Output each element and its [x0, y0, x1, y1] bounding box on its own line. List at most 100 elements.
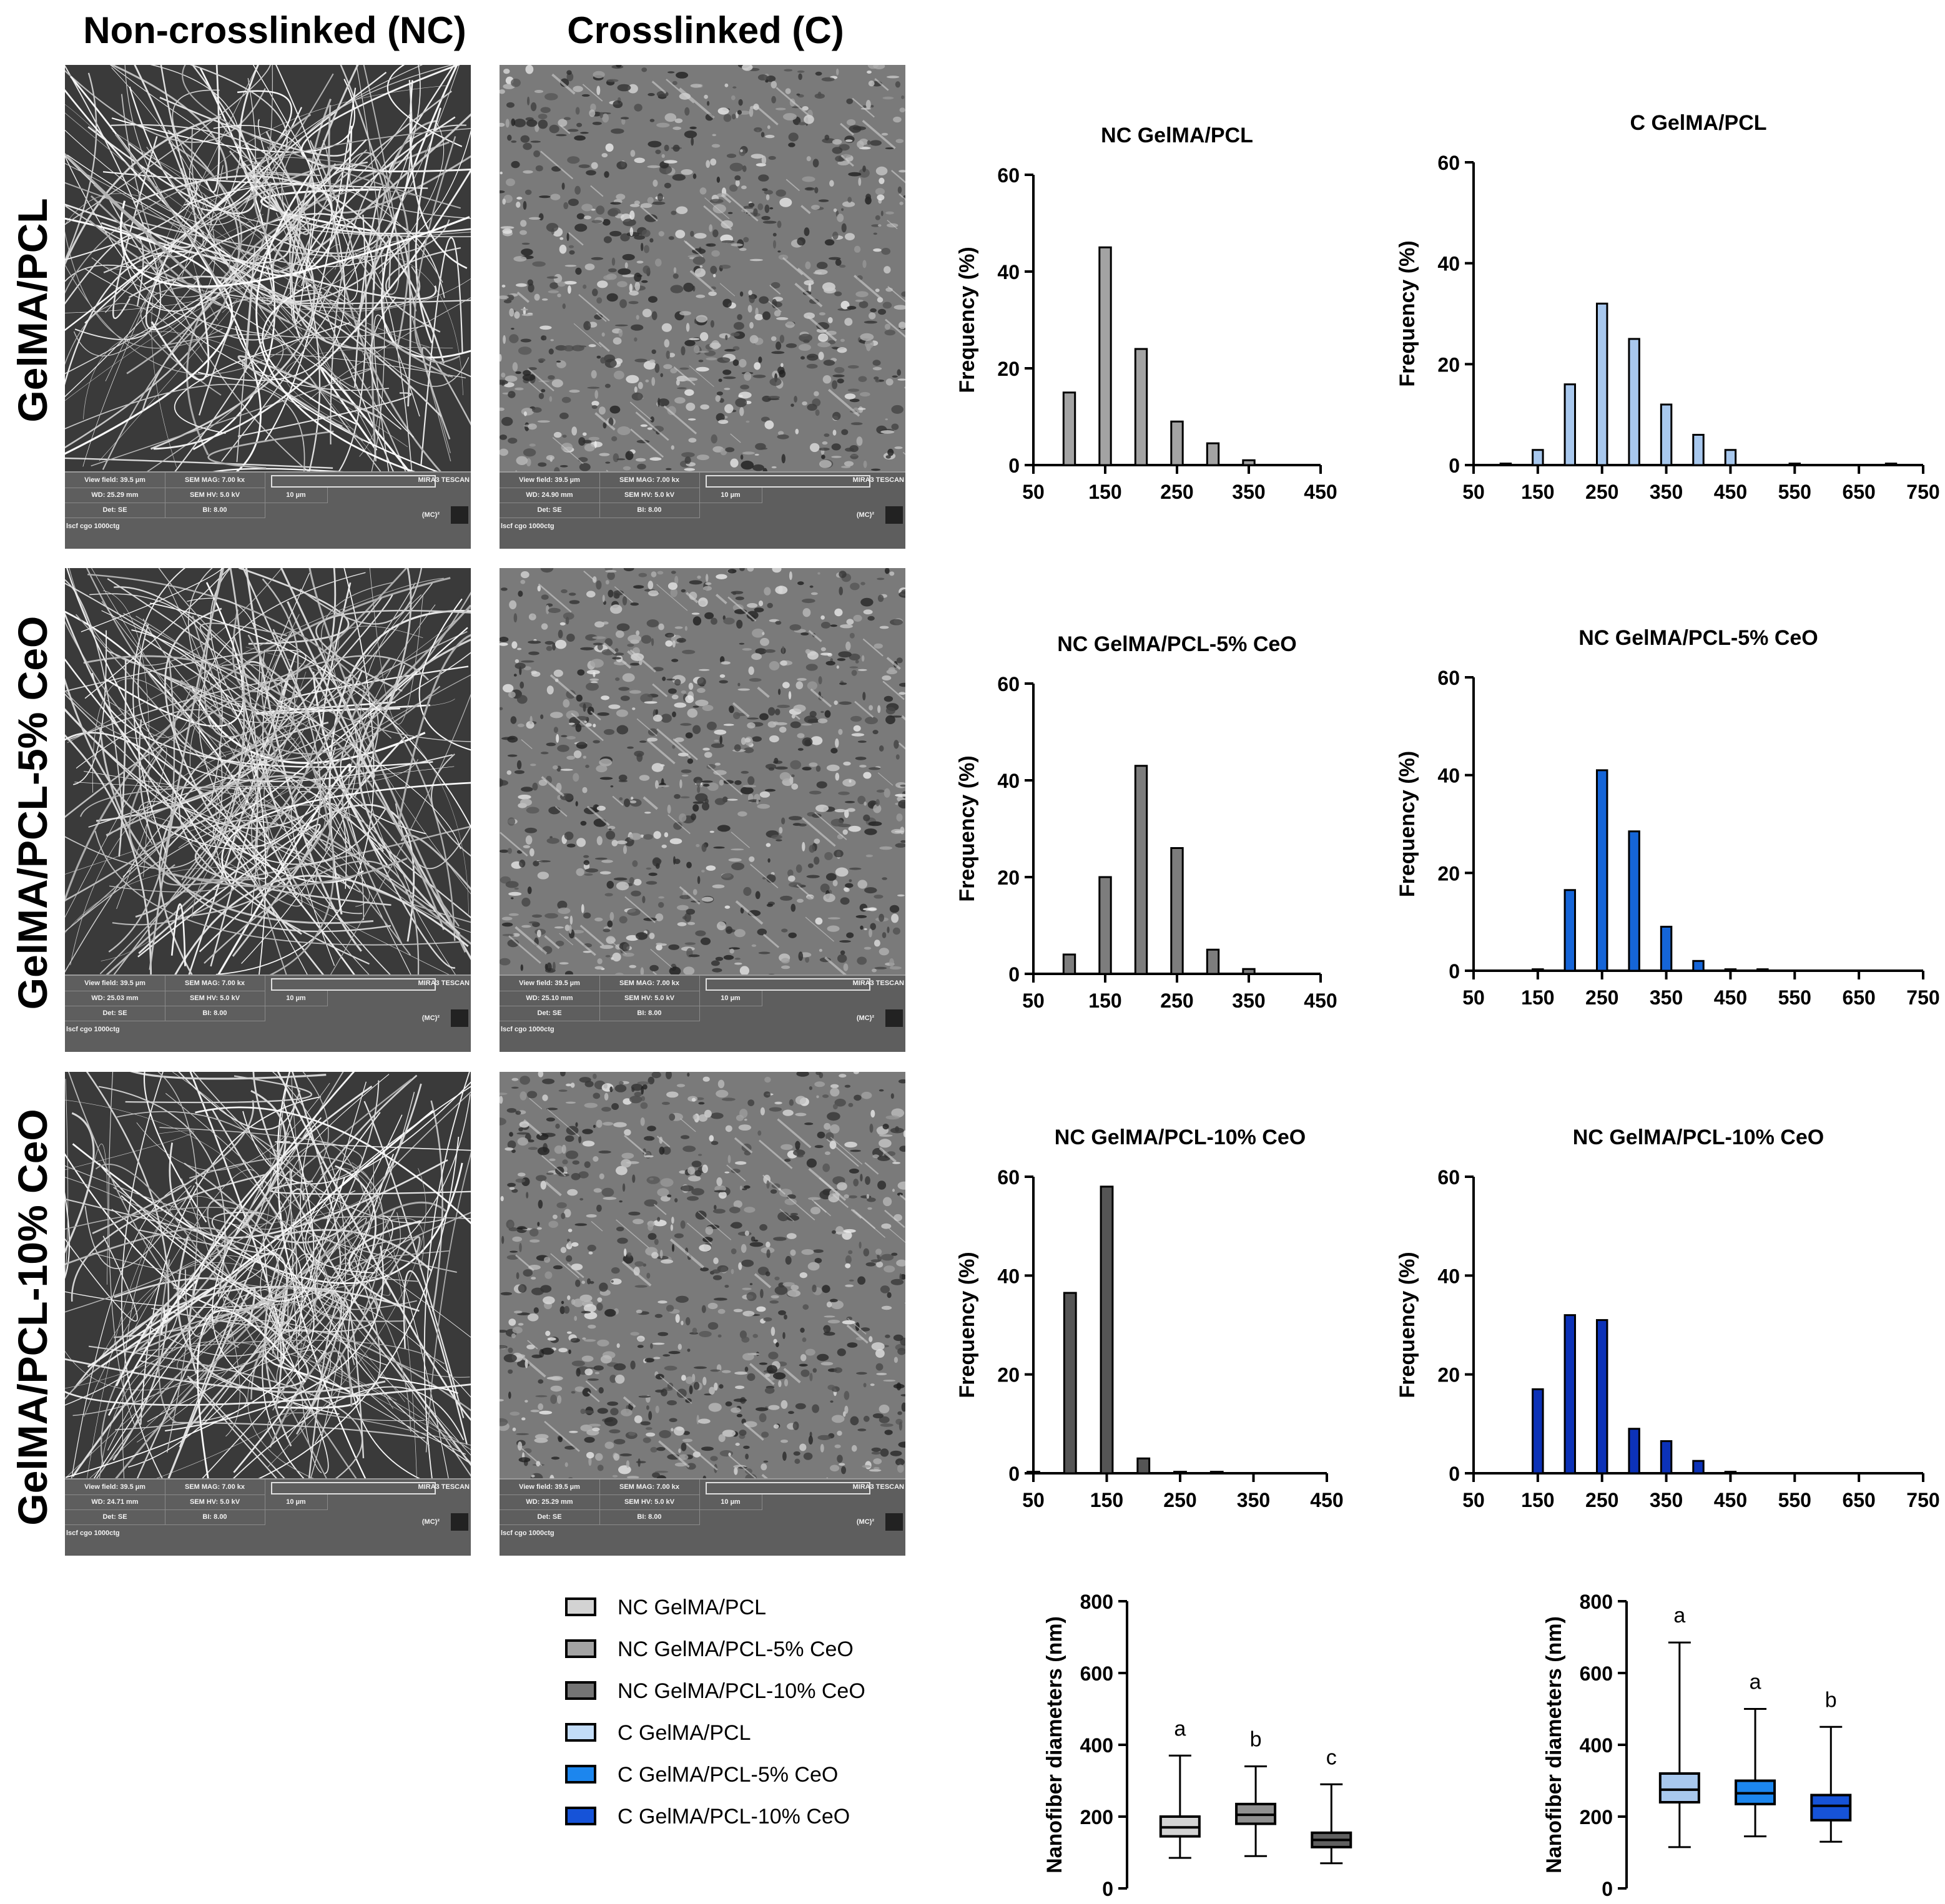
sem-c-gelma-pcl-5-ceo: View field: 39.5 µm SEM MAG: 7.00 kx WD: 2…: [500, 568, 905, 1052]
scale-bar: [706, 475, 870, 488]
histogram-bar: [1499, 463, 1512, 466]
sem-meta-scale: 10 µm: [265, 1494, 328, 1510]
chart-title: NC GelMA/PCL-5% CeO: [1057, 632, 1297, 656]
sem-caption: lscf cgo 1000ctg: [66, 1026, 120, 1033]
histogram-c-gelma-pcl-10-ceo: NC GelMA/PCL-10% CeO Frequency (%) 0 20 40 60…: [1396, 1126, 1940, 1511]
sem-meta-wd: WD: 25.29 mm: [65, 488, 165, 503]
x-tick-label: 650: [1842, 481, 1875, 503]
histogram-bar: [1206, 442, 1220, 466]
histogram-bar: [1628, 830, 1640, 972]
sem-meta-scale: 10 µm: [265, 488, 328, 503]
histogram-bar: [1692, 959, 1705, 972]
chart-title: NC GelMA/PCL-10% CeO: [1055, 1126, 1306, 1149]
y-tick-label: 40: [1437, 765, 1460, 787]
y-tick-label: 20: [997, 1364, 1020, 1386]
sem-metadata-bar: View field: 39.5 µm SEM MAG: 7.00 kx WD: 2…: [65, 974, 471, 1052]
y-tick-label: 60: [1437, 667, 1460, 689]
legend-swatch: [565, 1681, 596, 1700]
legend-label: C GelMA/PCL-5% CeO: [618, 1763, 839, 1787]
legend-swatch: [565, 1765, 596, 1784]
histogram-bar: [1100, 1185, 1114, 1475]
sem-brand: MIRA3 TESCAN: [418, 979, 470, 987]
y-tick-label: 20: [997, 358, 1020, 380]
significance-letter: c: [1326, 1745, 1337, 1769]
x-tick-label: 250: [1585, 986, 1618, 1009]
histogram-bar: [1063, 1292, 1077, 1475]
y-tick-label: 40: [997, 261, 1020, 283]
x-tick-label: 250: [1160, 481, 1193, 503]
y-tick-label: 0: [1008, 963, 1020, 986]
histogram-bar: [1660, 1440, 1673, 1475]
y-tick-label: 0: [1102, 1878, 1113, 1900]
sem-meta-wd: WD: 25.29 mm: [500, 1494, 600, 1510]
sem-meta-wd: WD: 24.71 mm: [65, 1494, 165, 1510]
histogram-bar: [1628, 1428, 1640, 1475]
sem-meta-det: Det: SE: [65, 503, 165, 518]
x-tick-label: 150: [1521, 481, 1554, 503]
sem-meta-wd: WD: 25.03 mm: [65, 991, 165, 1006]
y-axis-label: Frequency (%): [1396, 240, 1419, 386]
y-tick-label: 0: [1449, 1463, 1460, 1485]
sem-caption: lscf cgo 1000ctg: [501, 1026, 554, 1033]
chart-title: C GelMA/PCL: [1630, 111, 1766, 135]
histogram-bar: [1884, 463, 1898, 466]
x-tick-label: 50: [1462, 481, 1485, 503]
sem-c-gelma-pcl-10-ceo: View field: 39.5 µm SEM MAG: 7.00 kx WD: 2…: [500, 1072, 905, 1556]
x-tick-label: 350: [1232, 481, 1265, 503]
scale-bar: [271, 1482, 436, 1494]
sem-metadata-bar: View field: 39.5 µm SEM MAG: 7.00 kx WD: 2…: [500, 974, 905, 1052]
x-tick-label: 350: [1650, 1489, 1683, 1511]
y-axis-label: Frequency (%): [1396, 751, 1419, 897]
legend-item: NC GelMA/PCL-5% CeO: [565, 1637, 915, 1662]
histogram-bar: [1136, 1457, 1151, 1475]
histogram-bar: [1532, 1388, 1544, 1475]
legend-label: NC GelMA/PCL-5% CeO: [618, 1637, 854, 1661]
chart-title: NC GelMA/PCL: [1101, 124, 1253, 147]
y-tick-label: 60: [997, 164, 1020, 187]
x-tick-label: 250: [1585, 1489, 1618, 1511]
sem-meta-mag: SEM MAG: 7.00 kx: [599, 473, 700, 488]
x-tick-label: 250: [1585, 481, 1618, 503]
histogram-bar: [1563, 383, 1577, 466]
y-tick-label: 20: [997, 866, 1020, 889]
sem-caption: lscf cgo 1000ctg: [66, 523, 120, 530]
x-tick-label: 250: [1160, 989, 1193, 1012]
y-tick-label: 60: [997, 1166, 1020, 1189]
y-tick-label: 0: [1008, 454, 1020, 477]
chart-title: NC GelMA/PCL-10% CeO: [1573, 1126, 1824, 1149]
sem-caption: lscf cgo 1000ctg: [501, 523, 554, 530]
sem-texture: [65, 1072, 471, 1480]
x-tick-label: 450: [1304, 989, 1337, 1012]
sem-meta-bi: BI: 8.00: [599, 1006, 700, 1021]
sem-nc-gelma-pcl-5-ceo: View field: 39.5 µm SEM MAG: 7.00 kx WD: 2…: [65, 568, 471, 1052]
chart-title: NC GelMA/PCL-5% CeO: [1578, 626, 1818, 650]
y-axis-label: Frequency (%): [1396, 1252, 1419, 1398]
y-axis-label: Frequency (%): [955, 1252, 979, 1398]
y-tick-label: 60: [997, 673, 1020, 695]
row-header-gelma-pcl: GelMA/PCL: [9, 198, 56, 423]
sem-meta-wd: WD: 25.10 mm: [500, 991, 600, 1006]
histogram-bar: [1170, 847, 1184, 975]
sem-meta-hv: SEM HV: 5.0 kV: [165, 991, 265, 1006]
tescan-logo-icon: [885, 1009, 903, 1027]
sem-meta-view-field: View field: 39.5 µm: [65, 976, 165, 991]
row-header-gelma-pcl-5-ceo: GelMA/PCL-5% CeO: [9, 616, 56, 1010]
significance-letter: a: [1673, 1604, 1685, 1627]
significance-letter: b: [1250, 1728, 1262, 1752]
sem-meta-det: Det: SE: [500, 503, 600, 518]
y-tick-label: 20: [1437, 862, 1460, 885]
sem-meta-det: Det: SE: [65, 1006, 165, 1021]
y-axis-label: Frequency (%): [955, 755, 979, 901]
y-axis-label: Nanofiber diameters (nm): [1542, 1616, 1566, 1873]
scale-bar: [271, 978, 436, 991]
legend-label: C GelMA/PCL-10% CeO: [618, 1805, 850, 1828]
legend-swatch: [565, 1807, 596, 1825]
histogram-bar: [1062, 391, 1076, 466]
significance-letter: b: [1825, 1688, 1837, 1712]
x-tick-label: 50: [1462, 986, 1485, 1009]
sem-meta-bi: BI: 8.00: [599, 503, 700, 518]
histogram-bar: [1563, 889, 1577, 972]
sem-metadata-bar: View field: 39.5 µm SEM MAG: 7.00 kx WD: 2…: [65, 1478, 471, 1556]
histogram-bar: [1134, 765, 1148, 975]
histogram-bar: [1206, 948, 1220, 975]
